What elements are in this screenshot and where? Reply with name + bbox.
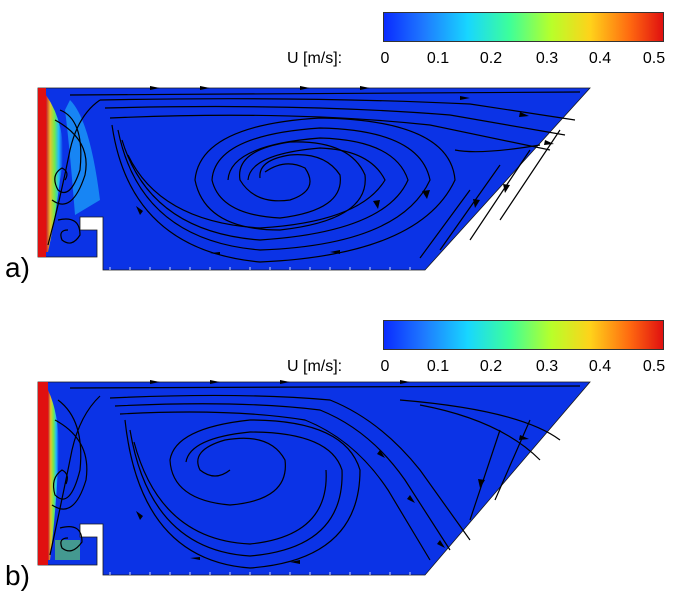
colorbar-tick: 0.2 [479,358,503,375]
colorbar-tick: 0 [380,50,390,67]
panel-label-a: a) [5,252,30,283]
colorbar-tick: 0.5 [642,358,666,375]
mesh-ticks [109,267,411,575]
colorbar-fill [384,321,663,349]
colorbar-tick: 0.2 [479,50,503,67]
colorbar-tick: 0.1 [426,50,450,67]
domain-b [37,380,591,576]
colorbar-tick: 0.1 [426,358,450,375]
colorbar-tick: 0.5 [642,50,666,67]
colorbar-label: U [m/s]: [287,358,343,375]
domain-a [37,86,591,271]
panel-label-b: b) [5,560,30,591]
colorbar-tick: 0.3 [535,358,559,375]
colorbar-tick: 0 [380,358,390,375]
streamline-arrows-b [136,380,529,564]
colorbar-label: U [m/s]: [287,50,343,67]
colorbar [383,12,664,42]
panel-b: U [m/s]: 0 0.1 0.2 0.3 0.4 0.5 b) [0,308,677,616]
streamline-arrows-a [136,86,554,255]
colorbar-tick: 0.3 [535,50,559,67]
colorbar-tick: 0.4 [588,358,612,375]
streamlines-a [47,91,581,263]
panel-a: U [m/s]: 0 0.1 0.2 0.3 0.4 0.5 a) [5,12,666,283]
streamlines-b [49,385,581,569]
colorbar-tick: 0.4 [588,50,612,67]
colorbar [383,320,664,350]
colorbar-fill [384,13,663,41]
